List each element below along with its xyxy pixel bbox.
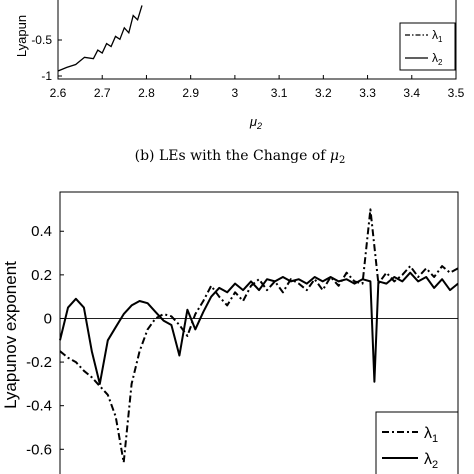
figure-caption: (b) LEs with the Change of μ2 [135,148,346,166]
top-plot-frame [57,0,457,80]
bottom-y-tick-label: 0.2 [31,267,52,284]
bottom-legend-box [375,411,459,474]
top-x-tick-label: 3 [232,86,239,100]
top-x-tick-label: 3.1 [271,86,288,100]
top-y-tick-label: -1 [41,69,52,83]
top-y-axis-label: Lyapun [14,15,29,57]
bottom-y-tick-label: 0 [44,310,52,327]
top-y-tick-group: -0.5 -1 [31,33,62,83]
top-x-tick-label: 3.3 [359,86,376,100]
top-x-tick-label: 2.8 [138,86,155,100]
top-legend: λ1 λ2 [399,22,456,71]
bottom-legend-label-lambda2: λ2 [424,451,438,471]
bottom-series-line-2 [59,271,459,385]
top-x-tick-label: 3.5 [448,86,465,100]
top-legend-label-lambda2: λ2 [432,51,443,67]
top-series-line-1 [57,5,143,72]
bottom-legend: λ1 λ2 [375,411,459,474]
top-x-tick-group: 2.6 2.7 2.8 2.9 3 3.1 3.2 3.3 3.4 3.5 [50,75,465,100]
top-x-tick-label: 2.6 [50,86,67,100]
bottom-y-tick-label: -0.6 [26,441,52,458]
bottom-panel: 0.4 0.2 0 -0.2 -0.4 -0.6 Lyapunov exponent λ1… [1,191,459,474]
top-x-tick-label: 3.4 [403,86,420,100]
bottom-y-axis-label: Lyapunov exponent [1,261,20,409]
top-series-group [57,5,143,72]
top-legend-label-lambda1: λ1 [432,28,443,44]
bottom-y-tick-group: 0.4 0.2 0 -0.2 -0.4 -0.6 [26,223,64,458]
bottom-series-group [59,208,459,464]
bottom-y-tick-label: -0.2 [26,354,52,371]
bottom-y-tick-label: -0.4 [26,398,52,415]
top-legend-box [399,22,456,71]
top-panel: 2.6 2.7 2.8 2.9 3 3.1 3.2 3.3 3.4 3.5 -0.5 -1 Lyap… [14,0,465,131]
top-x-tick-label: 3.2 [315,86,332,100]
top-x-axis-label: μ2 [249,114,262,131]
top-x-tick-label: 2.9 [182,86,199,100]
bottom-legend-label-lambda1: λ1 [424,425,438,445]
bottom-y-tick-label: 0.4 [31,223,52,240]
top-x-tick-label: 2.7 [94,86,111,100]
top-y-tick-label: -0.5 [31,33,52,47]
